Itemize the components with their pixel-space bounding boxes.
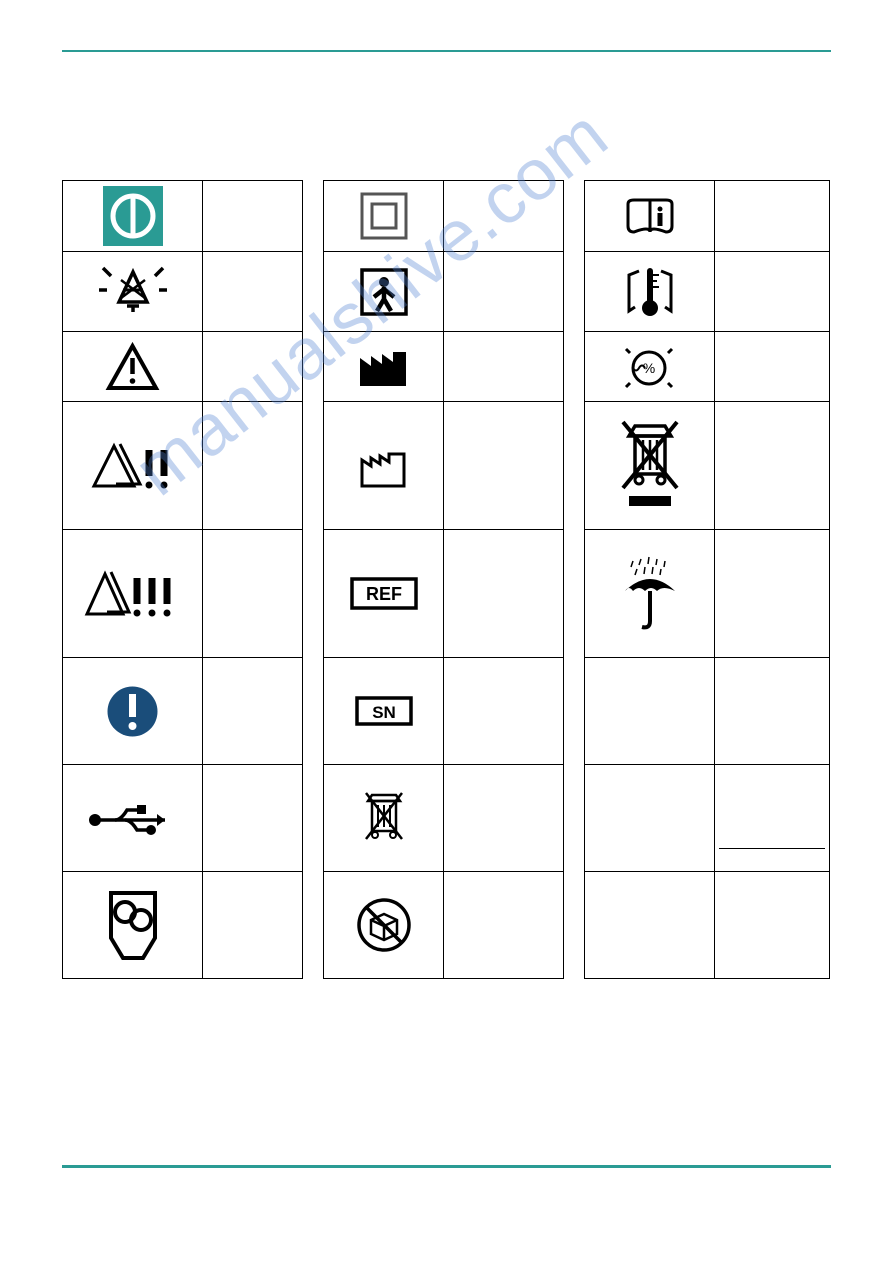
desc-3-7 [715,765,830,872]
low-priority-icon [63,402,203,530]
desc-1-6 [203,658,303,765]
power-teal-icon [63,181,203,252]
desc-2-8 [444,872,564,979]
weee-small-icon [324,765,444,872]
alarm-silence-icon [63,252,203,332]
desc-3-6 [715,658,830,765]
desc-2-4 [444,402,564,530]
weee-icon [585,402,715,530]
keep-dry-icon [585,530,715,658]
desc-2-1 [444,181,564,252]
empty-3-7 [585,765,715,872]
type-bf-icon [324,252,444,332]
temp-limit-icon [585,252,715,332]
svg-text:REF: REF [366,584,402,604]
no-package-damaged-icon [324,872,444,979]
table-col-1 [62,180,303,979]
desc-1-8 [203,872,303,979]
svg-text:SN: SN [372,703,396,722]
desc-2-3 [444,332,564,402]
empty-3-6 [585,658,715,765]
desc-3-3 [715,332,830,402]
desc-2-7 [444,765,564,872]
table-col-3: % [584,180,830,979]
desc-1-5 [203,530,303,658]
caution-triangle-icon [63,332,203,402]
desc-1-1 [203,181,303,252]
mfg-date-icon [324,402,444,530]
desc-1-4 [203,402,303,530]
empty-3-8 [585,872,715,979]
manufacturer-icon [324,332,444,402]
sn-icon: SN [324,658,444,765]
desc-2-2 [444,252,564,332]
table-col-2: REF SN [323,180,564,979]
desc-1-2 [203,252,303,332]
desc-1-7 [203,765,303,872]
desc-3-5 [715,530,830,658]
humidity-limit-icon: % [585,332,715,402]
desc-3-8 [715,872,830,979]
footer-rule [62,1165,831,1168]
header-rule [62,50,831,52]
desc-1-3 [203,332,303,402]
desc-2-6 [444,658,564,765]
desc-3-2 [715,252,830,332]
desc-2-5 [444,530,564,658]
class-ii-icon [324,181,444,252]
symbol-tables: REF SN % [62,180,830,979]
consult-ifu-icon [585,181,715,252]
ref-icon: REF [324,530,444,658]
mandatory-action-icon [63,658,203,765]
usb-icon [63,765,203,872]
desc-3-1 [715,181,830,252]
high-priority-icon [63,530,203,658]
desc-3-4 [715,402,830,530]
defibrillation-icon [63,872,203,979]
